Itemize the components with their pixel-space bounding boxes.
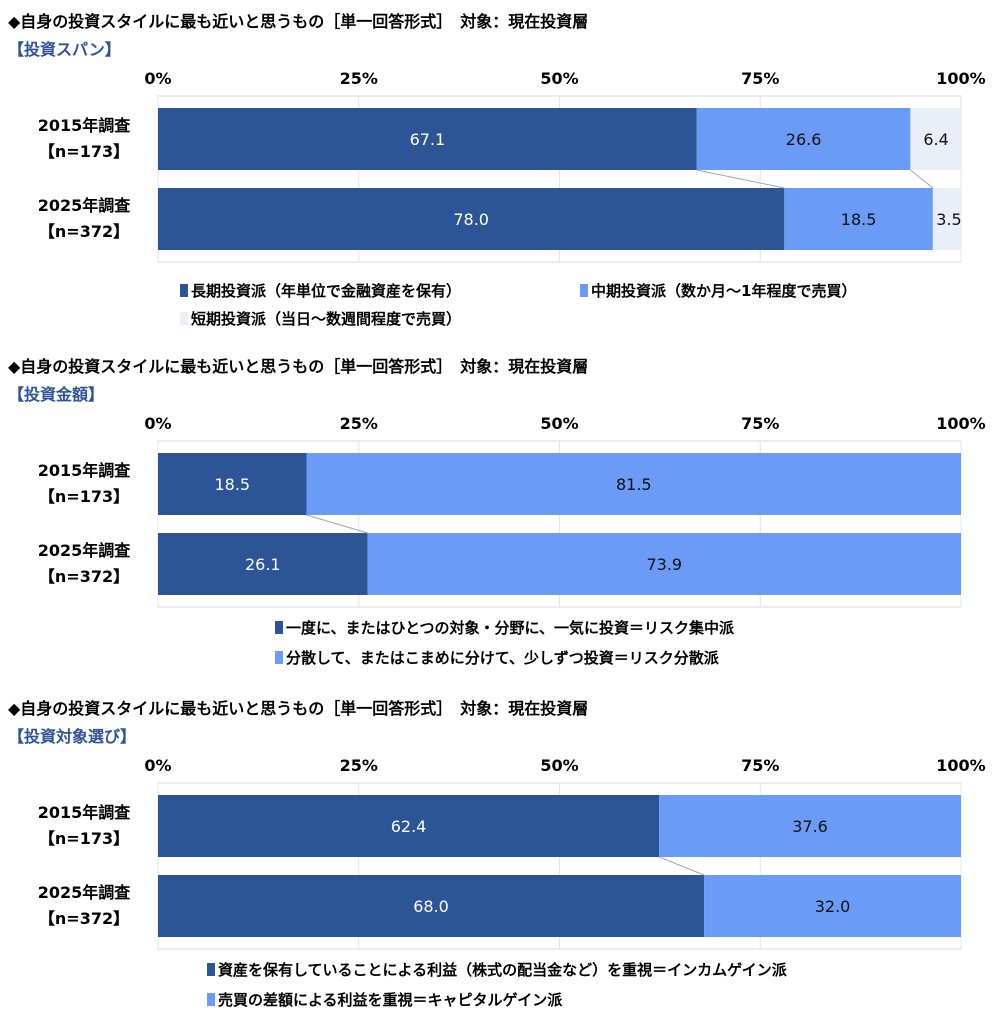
x-tick-label: 25% bbox=[340, 414, 378, 433]
legend-swatch bbox=[275, 621, 283, 634]
category-label-line: 2015年調査 bbox=[37, 461, 131, 480]
legend-label: 長期投資派（年単位で金融資産を保有） bbox=[191, 282, 462, 300]
data-label: 6.4 bbox=[923, 130, 948, 149]
bar-segment bbox=[158, 795, 660, 857]
x-tick-label: 50% bbox=[540, 414, 578, 433]
bar-segment bbox=[158, 453, 307, 515]
x-tick-label: 25% bbox=[340, 69, 378, 88]
data-label: 32.0 bbox=[815, 897, 851, 916]
legend-label: 分散して、またはこまめに分けて、少しずつ投資＝リスク分散派 bbox=[286, 649, 719, 667]
bar-segment bbox=[367, 533, 961, 595]
series-connector bbox=[306, 514, 368, 534]
data-label: 3.5 bbox=[936, 210, 961, 229]
x-tick-label: 75% bbox=[741, 756, 779, 775]
data-label: 18.5 bbox=[214, 475, 250, 494]
legend-item: 売買の差額による利益を重視＝キャピタルゲイン派 bbox=[207, 989, 562, 1010]
chart-panel: ◆自身の投資スタイルに最も近いと思うもの［単一回答形式］ 対象：現在投資層 【投資… bbox=[0, 345, 1000, 685]
bar-segment bbox=[158, 188, 785, 250]
data-label: 18.5 bbox=[841, 210, 877, 229]
legend-label: 資産を保有していることによる利益（株式の配当金など）を重視＝インカムゲイン派 bbox=[218, 961, 787, 979]
category-label: 2025年調査 【n=372】 bbox=[18, 538, 150, 590]
data-label: 26.1 bbox=[245, 555, 281, 574]
series-connector bbox=[910, 169, 934, 189]
legend-label: 一度に、またはひとつの対象・分野に、一気に投資＝リスク集中派 bbox=[286, 619, 735, 637]
x-tick-label: 50% bbox=[540, 69, 578, 88]
chart-subtitle: 【投資対象選び】 bbox=[8, 727, 137, 746]
legend-label: 短期投資派（当日～数週間程度で売買） bbox=[191, 310, 462, 328]
x-tick-label: 0% bbox=[144, 69, 171, 88]
category-label: 2015年調査 【n=173】 bbox=[18, 800, 150, 852]
series-connector bbox=[658, 856, 705, 876]
category-label-line: 【n=372】 bbox=[38, 222, 130, 241]
bar-segment bbox=[784, 188, 933, 250]
bar-segment bbox=[306, 453, 961, 515]
chart-subtitle: 【投資金額】 bbox=[8, 385, 105, 404]
data-label: 73.9 bbox=[646, 555, 682, 574]
legend-swatch bbox=[207, 993, 215, 1006]
data-label: 37.6 bbox=[792, 817, 828, 836]
category-label-line: 2015年調査 bbox=[37, 116, 131, 135]
chart-title: ◆自身の投資スタイルに最も近いと思うもの［単一回答形式］ 対象：現在投資層 bbox=[8, 12, 589, 31]
legend-swatch bbox=[207, 963, 215, 976]
legend-item: 短期投資派（当日～数週間程度で売買） bbox=[180, 308, 461, 329]
bar-segment bbox=[704, 875, 961, 937]
x-tick-label: 100% bbox=[936, 69, 985, 88]
bar-segment bbox=[158, 533, 368, 595]
data-label: 67.1 bbox=[410, 130, 446, 149]
bar-segment bbox=[696, 108, 911, 170]
legend-item: 中期投資派（数か月～1年程度で売買） bbox=[580, 280, 856, 301]
legend-swatch bbox=[275, 651, 283, 664]
legend-item: 資産を保有していることによる利益（株式の配当金など）を重視＝インカムゲイン派 bbox=[207, 959, 787, 980]
data-label: 78.0 bbox=[453, 210, 489, 229]
legend-item: 一度に、またはひとつの対象・分野に、一気に投資＝リスク集中派 bbox=[275, 617, 734, 638]
bar-segment bbox=[158, 875, 705, 937]
x-tick-label: 75% bbox=[741, 69, 779, 88]
legend-item: 分散して、またはこまめに分けて、少しずつ投資＝リスク分散派 bbox=[275, 647, 719, 668]
plot-svg: 0% 25% 50% 75% 100% 62.4 37.6 68.0 32.0 bbox=[144, 756, 986, 950]
bar-segment bbox=[659, 795, 961, 857]
plot-svg: 0% 25% 50% 75% 100% 18.5 81.5 26.1 73.9 bbox=[144, 414, 986, 608]
x-tick-label: 100% bbox=[936, 756, 985, 775]
legend-item: 長期投資派（年単位で金融資産を保有） bbox=[180, 280, 461, 301]
x-tick-label: 0% bbox=[144, 414, 171, 433]
category-label-line: 【n=372】 bbox=[38, 909, 130, 928]
category-label-line: 【n=372】 bbox=[38, 567, 130, 586]
category-label: 2015年調査 【n=173】 bbox=[18, 113, 150, 165]
category-label-line: 2015年調査 bbox=[37, 803, 131, 822]
legend-swatch bbox=[580, 284, 588, 297]
category-label-line: 2025年調査 bbox=[37, 196, 131, 215]
category-label-line: 【n=173】 bbox=[38, 829, 130, 848]
legend-label: 売買の差額による利益を重視＝キャピタルゲイン派 bbox=[218, 991, 563, 1009]
legend-swatch bbox=[180, 284, 188, 297]
data-label: 81.5 bbox=[616, 475, 652, 494]
series-connector bbox=[696, 169, 785, 189]
bar-segment bbox=[932, 188, 961, 250]
bar-segment bbox=[910, 108, 962, 170]
chart-subtitle: 【投資スパン】 bbox=[8, 40, 121, 59]
category-label-line: 【n=173】 bbox=[38, 487, 130, 506]
x-tick-label: 25% bbox=[340, 756, 378, 775]
category-label-line: 2025年調査 bbox=[37, 541, 131, 560]
data-label: 68.0 bbox=[413, 897, 449, 916]
bar-segment bbox=[158, 108, 697, 170]
category-label-line: 【n=173】 bbox=[38, 142, 130, 161]
x-tick-label: 50% bbox=[540, 756, 578, 775]
chart-title: ◆自身の投資スタイルに最も近いと思うもの［単一回答形式］ 対象：現在投資層 bbox=[8, 357, 589, 376]
legend-label: 中期投資派（数か月～1年程度で売買） bbox=[591, 282, 857, 300]
data-label: 26.6 bbox=[786, 130, 822, 149]
x-tick-label: 75% bbox=[741, 414, 779, 433]
category-label: 2025年調査 【n=372】 bbox=[18, 880, 150, 932]
category-label-line: 2025年調査 bbox=[37, 883, 131, 902]
chart-title: ◆自身の投資スタイルに最も近いと思うもの［単一回答形式］ 対象：現在投資層 bbox=[8, 699, 589, 718]
data-label: 62.4 bbox=[391, 817, 427, 836]
category-label: 2025年調査 【n=372】 bbox=[18, 193, 150, 245]
chart-panel: ◆自身の投資スタイルに最も近いと思うもの［単一回答形式］ 対象：現在投資層 【投資… bbox=[0, 687, 1000, 1027]
legend-swatch bbox=[180, 312, 188, 325]
x-tick-label: 100% bbox=[936, 414, 985, 433]
x-tick-label: 0% bbox=[144, 756, 171, 775]
category-label: 2015年調査 【n=173】 bbox=[18, 458, 150, 510]
chart-panel: ◆自身の投資スタイルに最も近いと思うもの［単一回答形式］ 対象：現在投資層 【投資… bbox=[0, 0, 1000, 340]
plot-svg: 0% 25% 50% 75% 100% 67.1 26.6 6.4 78.0 18.5 3.5 bbox=[144, 69, 986, 263]
